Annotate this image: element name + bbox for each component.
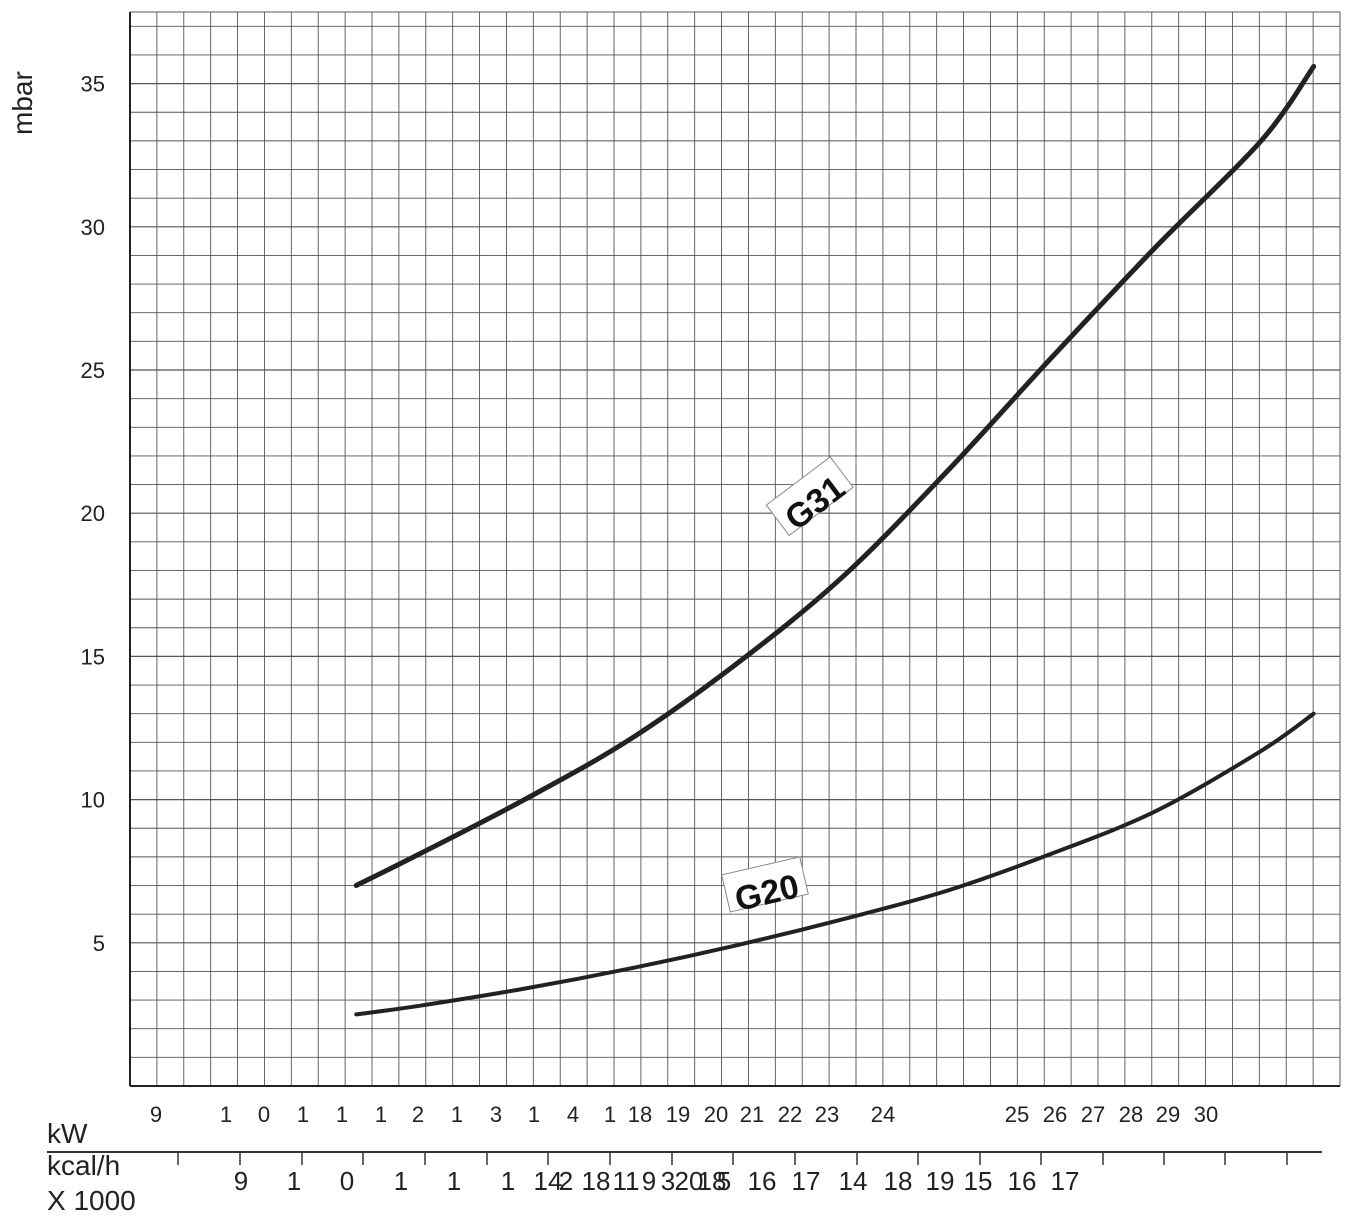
kw-tick-label: 27 bbox=[1081, 1102, 1105, 1127]
x-axis-label-kw: kW bbox=[47, 1118, 88, 1149]
kw-tick-label: 29 bbox=[1156, 1102, 1180, 1127]
kw-tick-label: 3 bbox=[490, 1102, 502, 1127]
axes bbox=[47, 11, 1341, 1165]
series-label-group-g20: G20 bbox=[721, 856, 809, 919]
kw-tick-label: 22 bbox=[778, 1102, 802, 1127]
series-line-g20 bbox=[354, 711, 1316, 1017]
y-tick-label: 30 bbox=[81, 215, 105, 240]
kw-tick-label: 21 bbox=[740, 1102, 764, 1127]
kcal-tick-label: 3 bbox=[661, 1166, 675, 1196]
kcal-tick-label: 19 bbox=[926, 1166, 955, 1196]
kcal-tick-label: 1 bbox=[287, 1166, 301, 1196]
kcal-tick-label: 2 bbox=[559, 1166, 573, 1196]
kw-tick-label: 1 bbox=[375, 1102, 387, 1127]
kw-tick-label: 1 bbox=[220, 1102, 232, 1127]
kw-tick-label: 1 bbox=[336, 1102, 348, 1127]
kw-tick-label: 4 bbox=[567, 1102, 579, 1127]
kw-tick-label: 1 bbox=[604, 1102, 616, 1127]
kcal-tick-label: 14 bbox=[839, 1166, 868, 1196]
kw-tick-label: 2 bbox=[412, 1102, 424, 1127]
kcal-tick-label: 16 bbox=[748, 1166, 777, 1196]
kw-tick-label: 1 bbox=[297, 1102, 309, 1127]
y-axis-label: mbar bbox=[7, 71, 38, 135]
kcal-tick-label: 9 bbox=[642, 1166, 656, 1196]
y-tick-label: 15 bbox=[81, 644, 105, 669]
kw-tick-label: 9 bbox=[150, 1102, 162, 1127]
y-tick-label: 25 bbox=[81, 358, 105, 383]
kw-tick-label: 0 bbox=[258, 1102, 270, 1127]
kcal-tick-label: 0 bbox=[340, 1166, 354, 1196]
series-lines bbox=[353, 63, 1317, 1017]
kw-tick-label: 28 bbox=[1119, 1102, 1143, 1127]
kcal-tick-label: 5 bbox=[717, 1166, 731, 1196]
kw-tick-label: 23 bbox=[815, 1102, 839, 1127]
kcal-tick-label: 9 bbox=[234, 1166, 248, 1196]
kcal-tick-label: 11 bbox=[613, 1166, 640, 1196]
series-labels: G31 G20 bbox=[721, 456, 854, 919]
kcal-tick-label: 17 bbox=[1051, 1166, 1080, 1196]
series-label-group-g31: G31 bbox=[765, 456, 854, 538]
grid bbox=[130, 12, 1340, 1086]
kw-tick-label: 1 bbox=[528, 1102, 540, 1127]
y-tick-label: 5 bbox=[93, 931, 105, 956]
kw-tick-label: 1 bbox=[451, 1102, 463, 1127]
kw-tick-label: 25 bbox=[1005, 1102, 1029, 1127]
y-tick-label: 20 bbox=[81, 501, 105, 526]
series-label-box bbox=[765, 456, 854, 537]
kw-tick-label: 18 bbox=[628, 1102, 652, 1127]
kw-tick-label: 24 bbox=[871, 1102, 895, 1127]
kcal-tick-label: 17 bbox=[792, 1166, 821, 1196]
kcal-tick-label: 20 bbox=[675, 1166, 704, 1196]
kw-tick-label: 19 bbox=[666, 1102, 690, 1127]
kw-tick-label: 20 bbox=[704, 1102, 728, 1127]
x-axis-label-kcal: kcal/h bbox=[47, 1150, 120, 1181]
kcal-tick-label: 14 bbox=[534, 1166, 563, 1196]
kcal-tick-label: 15 bbox=[964, 1166, 993, 1196]
kcal-tick-label: 18 bbox=[884, 1166, 913, 1196]
kcal-tick-label: 1 bbox=[501, 1166, 515, 1196]
series-label-box bbox=[721, 856, 809, 913]
kcal-tick-label: 1 bbox=[394, 1166, 408, 1196]
kcal-tick-label: 18 bbox=[698, 1166, 727, 1196]
kw-tick-label: 26 bbox=[1043, 1102, 1067, 1127]
kcal-tick-label: 16 bbox=[1008, 1166, 1037, 1196]
series-line-g31 bbox=[353, 63, 1317, 889]
x-axis-label-kcal-multiplier: X 1000 bbox=[47, 1185, 136, 1216]
y-tick-label: 10 bbox=[81, 788, 105, 813]
y-tick-label: 35 bbox=[81, 72, 105, 97]
kcal-tick-label: 18 bbox=[582, 1166, 611, 1196]
kcal-tick-label: 1 bbox=[447, 1166, 461, 1196]
kw-tick-label: 30 bbox=[1194, 1102, 1218, 1127]
